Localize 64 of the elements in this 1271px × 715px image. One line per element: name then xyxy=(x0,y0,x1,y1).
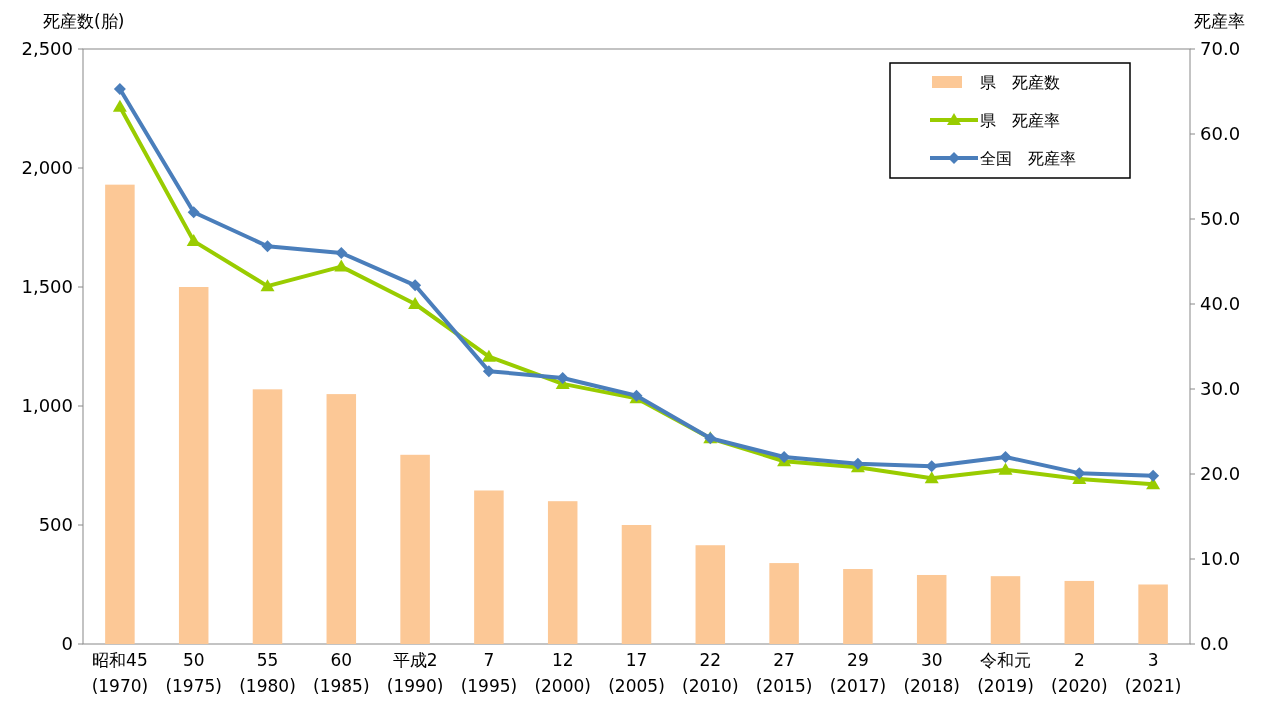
bar xyxy=(178,287,209,644)
bar xyxy=(990,576,1021,644)
y2-tick-label: 50.0 xyxy=(1200,208,1241,230)
bar xyxy=(547,501,578,644)
x-tick-label: 30 (2018) xyxy=(903,650,960,696)
legend-label: 県 死産率 xyxy=(980,110,1060,130)
y2-tick-label: 60.0 xyxy=(1200,123,1241,145)
bar xyxy=(621,525,652,644)
x-tick-label: 12 (2000) xyxy=(534,650,591,696)
point xyxy=(112,99,127,112)
bar xyxy=(252,389,283,644)
x-tick-label: 令和元 (2019) xyxy=(977,650,1034,696)
x-tick-label: 平成2 (1990) xyxy=(386,650,444,696)
point xyxy=(409,279,422,292)
x-tick-label: 7 (1995) xyxy=(460,650,518,696)
point xyxy=(187,206,200,219)
bar xyxy=(843,569,873,644)
bar xyxy=(105,184,135,644)
x-tick-label: 27 (2015) xyxy=(755,650,813,696)
point xyxy=(334,259,349,272)
x-tick-label: 55 (1980) xyxy=(239,650,296,696)
y-tick-label: 1,500 xyxy=(21,276,73,298)
y2-tick-label: 0.0 xyxy=(1200,633,1229,655)
bar xyxy=(1138,584,1168,644)
point xyxy=(999,451,1012,463)
x-tick-label: 17 (2005) xyxy=(608,650,665,696)
y-axis-title: 死産数(胎) xyxy=(43,11,125,31)
point xyxy=(482,365,495,378)
bar xyxy=(400,454,430,644)
point xyxy=(260,279,275,292)
y-tick-label: 0 xyxy=(61,633,73,655)
point xyxy=(481,349,496,362)
point xyxy=(186,234,201,247)
x-tick-label: 3 (2021) xyxy=(1124,650,1182,696)
x-tick-label: 22 (2010) xyxy=(682,650,739,696)
point xyxy=(408,297,423,309)
y2-tick-label: 40.0 xyxy=(1200,293,1241,315)
x-tick-label: 60 (1985) xyxy=(313,650,370,696)
x-tick-label: 50 (1975) xyxy=(165,650,222,696)
point xyxy=(1147,469,1160,482)
x-tick-label: 2 (2020) xyxy=(1051,650,1108,696)
legend-label: 県 死産数 xyxy=(980,72,1060,92)
bar xyxy=(326,394,357,644)
bar xyxy=(474,490,504,644)
y2-axis-title: 死産率 xyxy=(1194,11,1245,31)
y-tick-label: 2,500 xyxy=(21,38,73,60)
y2-tick-label: 30.0 xyxy=(1200,378,1241,400)
point xyxy=(924,471,939,484)
y-tick-label: 500 xyxy=(38,514,73,536)
bar xyxy=(1064,580,1095,644)
y2-tick-label: 10.0 xyxy=(1200,548,1241,570)
bar xyxy=(695,545,726,644)
y2-tick-label: 20.0 xyxy=(1200,463,1241,485)
y-tick-label: 1,000 xyxy=(21,395,73,417)
bar xyxy=(916,574,947,644)
x-tick-label: 昭和45 (1970) xyxy=(91,650,149,696)
point xyxy=(998,462,1013,475)
y-tick-label: 2,000 xyxy=(21,157,73,179)
bar xyxy=(769,563,799,644)
x-tick-label: 29 (2017) xyxy=(829,650,887,696)
point xyxy=(335,247,348,259)
point xyxy=(113,82,126,95)
legend-label: 全国 死産率 xyxy=(980,148,1076,168)
y2-tick-label: 70.0 xyxy=(1200,38,1241,60)
